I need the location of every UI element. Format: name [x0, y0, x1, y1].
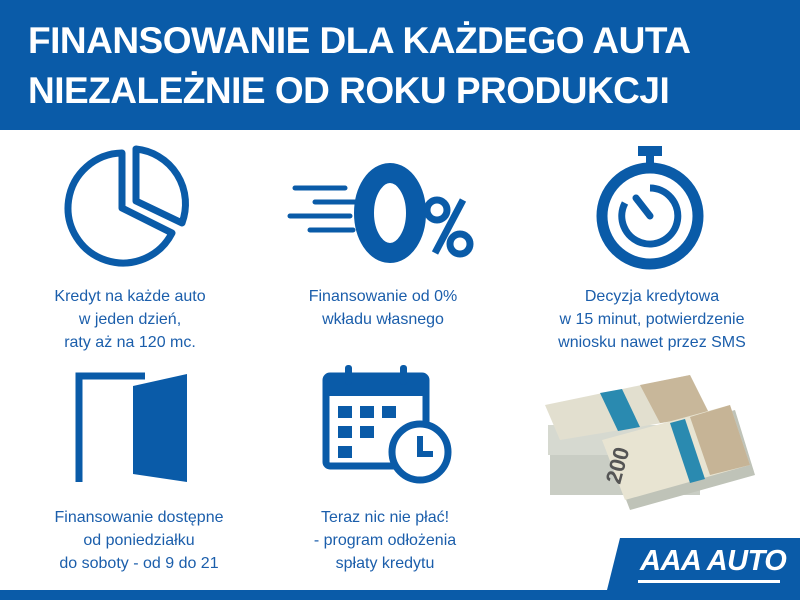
caption-line: Teraz nic nie płać!	[320, 509, 450, 526]
caption-line: Decyzja kredytowa	[584, 288, 720, 305]
caption-line: Finansowanie od 0%	[308, 288, 458, 305]
logo-text: AAA AUTO	[640, 545, 787, 577]
door-icon	[75, 372, 187, 482]
feature-caption-credit: Kredyt na każde auto w jeden dzień, raty…	[0, 285, 260, 354]
caption-line: Kredyt na każde auto	[54, 288, 206, 305]
caption-line: do soboty - od 9 do 21	[59, 555, 219, 572]
pie-chart-icon	[64, 145, 189, 267]
caption-line: wniosku nawet przez SMS	[558, 334, 746, 351]
feature-caption-zero-down: Finansowanie od 0% wkładu własnego	[253, 285, 513, 331]
aaa-auto-logo: AAA AUTO	[606, 538, 800, 594]
caption-line: spłaty kredytu	[335, 555, 435, 572]
caption-line: raty aż na 120 mc.	[64, 334, 196, 351]
caption-line: - program odłożenia	[313, 532, 457, 549]
feature-caption-hours: Finansowanie dostępne od poniedziałku do…	[9, 506, 269, 575]
front-stack: 200	[601, 405, 755, 510]
banknote-stack-image: 200	[545, 375, 755, 510]
zero-percent-icon	[287, 163, 474, 263]
header-banner: FINANSOWANIE DLA KAŻDEGO AUTA NIEZALEŻNI…	[0, 0, 800, 130]
caption-line: w 15 minut, potwierdzenie	[559, 311, 745, 328]
logo-underline	[638, 580, 780, 583]
caption-line: w jeden dzień,	[78, 311, 182, 328]
stopwatch-icon	[596, 146, 704, 270]
headline-line-1: FINANSOWANIE DLA KAŻDEGO AUTA	[28, 20, 691, 61]
caption-line: Finansowanie dostępne	[54, 509, 224, 526]
caption-line: od poniedziałku	[83, 532, 195, 549]
calendar-clock-icon	[322, 365, 452, 484]
caption-line: wkładu własnego	[322, 311, 444, 328]
headline-line-2: NIEZALEŻNIE OD ROKU PRODUKCJI	[28, 70, 670, 111]
feature-caption-decision: Decyzja kredytowa w 15 minut, potwierdze…	[522, 285, 782, 354]
feature-caption-deferral: Teraz nic nie płać! - program odłożenia …	[255, 506, 515, 575]
bottom-strip	[0, 590, 800, 600]
